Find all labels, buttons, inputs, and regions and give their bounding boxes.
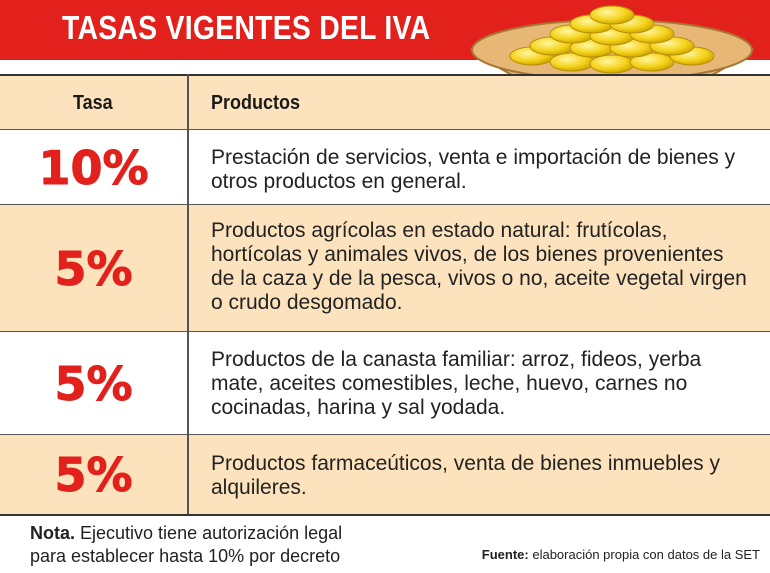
rate-value: 10% (38, 141, 149, 196)
product-description: Productos agrícolas en estado natural: f… (211, 219, 747, 314)
product-description: Prestación de servicios, venta e importa… (211, 146, 736, 193)
note-label: Nota. (30, 523, 75, 543)
column-divider (187, 74, 189, 514)
table-row: 5% Productos de la canasta familiar: arr… (0, 332, 770, 435)
source-label: Fuente: (481, 547, 529, 562)
table-header-row: Tasa Productos (0, 76, 770, 130)
product-description: Productos de la canasta familiar: arroz,… (211, 348, 702, 419)
vat-rates-table: Tasa Productos 10% Prestación de servici… (0, 74, 770, 516)
table-row: 5% Productos agrícolas en estado natural… (0, 205, 770, 332)
header-rate: Tasa (73, 92, 113, 114)
note: Nota. Ejecutivo tiene autorización legal… (30, 522, 380, 568)
header-products: Productos (211, 92, 301, 114)
rate-value: 5% (54, 357, 133, 412)
rate-value: 5% (54, 448, 133, 503)
table-row: 10% Prestación de servicios, venta e imp… (0, 130, 770, 205)
table-row: 5% Productos farmaceúticos, venta de bie… (0, 435, 770, 514)
product-description: Productos farmaceúticos, venta de bienes… (211, 452, 720, 499)
source-text: elaboración propia con datos de la SET (532, 547, 760, 562)
infographic-title: TASAS VIGENTES DEL IVA (62, 9, 431, 46)
rate-value: 5% (54, 242, 133, 297)
source-credit: Fuente: elaboración propia con datos de … (482, 547, 760, 562)
note-text: Ejecutivo tiene autorización legal para … (30, 523, 343, 566)
